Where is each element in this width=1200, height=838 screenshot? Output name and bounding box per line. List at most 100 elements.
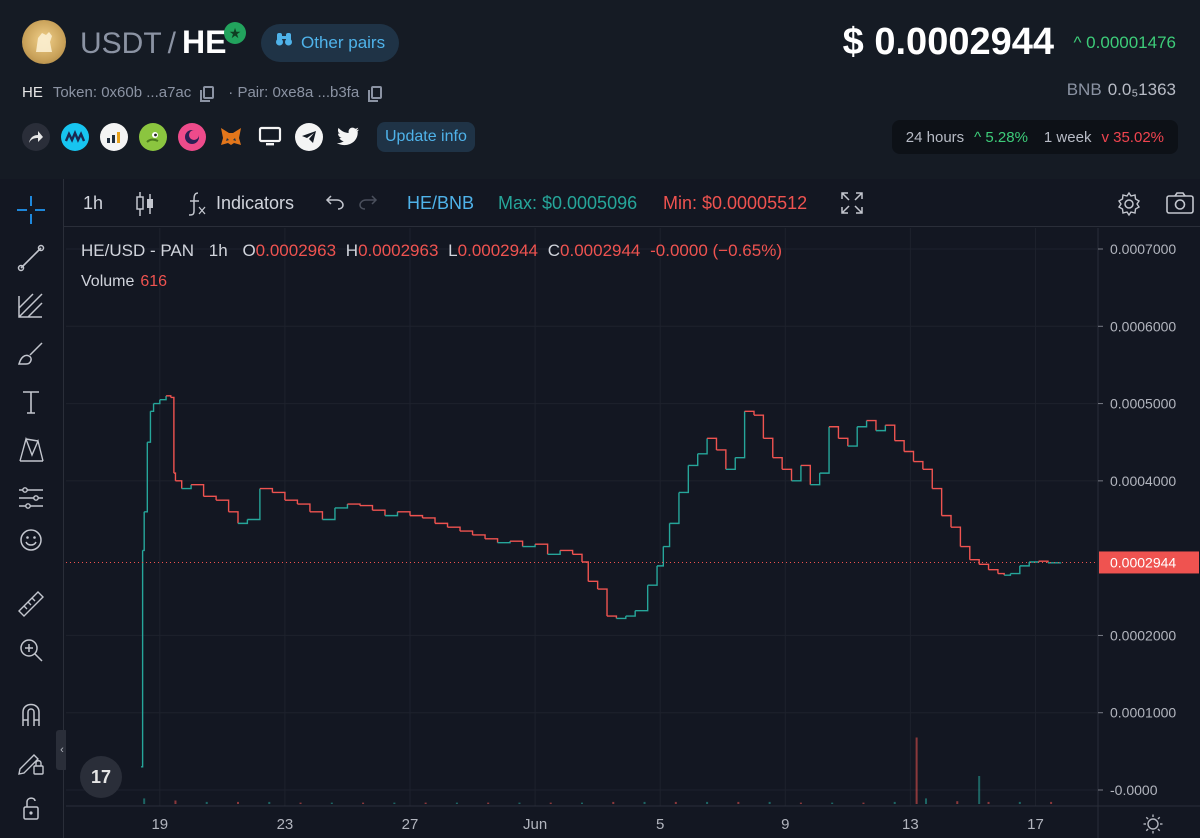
favorite-star-icon[interactable]: ★ xyxy=(224,22,246,44)
volume-bar xyxy=(487,802,490,804)
price-segment xyxy=(359,504,374,511)
pair-address: · Pair: 0xe8a ...b3fa xyxy=(228,84,360,101)
price-segment xyxy=(170,396,175,474)
pair-switch-button[interactable]: HE/BNB xyxy=(407,193,475,213)
other-pairs-button[interactable]: Other pairs xyxy=(261,24,400,62)
price-segment xyxy=(272,491,286,501)
coinmarketcap-icon[interactable] xyxy=(61,123,89,151)
copy-token-icon[interactable] xyxy=(200,86,215,102)
volume-bar xyxy=(424,802,427,804)
zoom-in-icon[interactable] xyxy=(14,633,48,667)
price-segment xyxy=(951,526,962,547)
camera-icon[interactable] xyxy=(1165,191,1195,221)
smiley-tool-icon[interactable] xyxy=(14,523,48,557)
price-segment xyxy=(988,569,999,574)
lock-drawing-icon[interactable] xyxy=(14,745,48,779)
price-segment xyxy=(735,411,746,459)
telegram-icon[interactable] xyxy=(295,123,323,151)
price-segment xyxy=(857,420,868,428)
price-segment xyxy=(616,616,627,620)
chart-canvas[interactable]: 0.0002944 0.0007000 0.0006000 0.0005000 0.00… xyxy=(66,228,1200,838)
undo-icon[interactable] xyxy=(323,191,345,219)
price-segment xyxy=(410,514,424,518)
indicators-button[interactable]: Indicators xyxy=(216,193,295,213)
price-segment xyxy=(1010,565,1021,575)
desktop-icon[interactable] xyxy=(256,123,284,151)
copy-pair-icon[interactable] xyxy=(368,86,383,102)
prediction-tool-icon[interactable] xyxy=(14,481,48,515)
metamask-icon[interactable] xyxy=(217,123,245,151)
volume-bar xyxy=(143,798,146,804)
current-price: $ 0.0002944 xyxy=(842,21,1054,63)
coingecko-icon[interactable] xyxy=(139,123,167,151)
interval-button[interactable]: 1h xyxy=(83,193,104,213)
settings-gear-icon[interactable] xyxy=(1116,191,1142,223)
crosshair-tool-icon[interactable] xyxy=(14,193,48,227)
chart-stats-icon[interactable] xyxy=(100,123,128,151)
price-segment xyxy=(725,457,736,470)
volume-bar xyxy=(299,802,302,804)
price-segment xyxy=(460,530,474,535)
volume-bar xyxy=(799,802,802,804)
price-chart[interactable]: 0.0002944 0.0007000 0.0006000 0.0005000 0.00… xyxy=(66,228,1200,838)
update-info-button[interactable]: Update info xyxy=(377,122,475,152)
price-segment xyxy=(997,572,1005,576)
magnet-icon[interactable] xyxy=(14,697,48,731)
volume-bar xyxy=(581,802,583,804)
price-segment xyxy=(829,426,840,439)
ruler-tool-icon[interactable] xyxy=(14,587,48,621)
text-tool-icon[interactable] xyxy=(14,385,48,419)
tradingview-logo[interactable]: 17 xyxy=(80,756,122,798)
token-header: USDT / HE ★ Other pairs $ 0.0002944 ^ 0.00… xyxy=(0,0,1200,179)
axis-settings-icon[interactable] xyxy=(1143,814,1163,834)
moon-icon[interactable] xyxy=(178,123,206,151)
share-icon[interactable] xyxy=(22,123,50,151)
x-tick-label: 23 xyxy=(277,816,294,833)
y-tick-label: 0.0007000 xyxy=(1110,241,1176,257)
price-segment xyxy=(625,610,636,617)
volume-label: Volume xyxy=(81,273,135,290)
current-price-tag xyxy=(1099,551,1199,574)
candles-type-icon[interactable] xyxy=(134,191,156,223)
price-segment xyxy=(1004,573,1012,576)
x-tick-label: 5 xyxy=(656,816,664,833)
price-segment xyxy=(894,439,905,452)
fib-tool-icon[interactable] xyxy=(14,289,48,323)
token-symbol: HE xyxy=(22,84,43,101)
volume-bar xyxy=(330,802,333,804)
price-segment xyxy=(560,549,574,555)
collapse-toolbar-icon[interactable]: ‹ xyxy=(56,730,68,770)
drawing-toolbar xyxy=(0,179,64,838)
period-stats: 24 hours ^ 5.28% 1 week v 35.02% xyxy=(891,120,1178,154)
y-tick-label: -0.0000 xyxy=(1110,782,1158,798)
volume-bar xyxy=(893,801,896,804)
y-tick-label: 0.0001000 xyxy=(1110,705,1176,721)
price-segment xyxy=(144,442,149,513)
social-links: Update info xyxy=(22,122,475,152)
volume-bar xyxy=(362,802,365,804)
legend-o-label: O xyxy=(242,241,256,260)
chart-toolbar: 1h Indicators HE/BNB Max: $0.0005096 Min… xyxy=(64,179,1200,227)
ohlc-legend: HE/USD - PAN 1h O0.0002963 H0.0002963 L0… xyxy=(81,241,782,261)
price-segment xyxy=(159,395,167,401)
price-segment xyxy=(173,472,177,481)
price-segment xyxy=(754,414,765,439)
redo-icon[interactable] xyxy=(358,191,380,219)
fullscreen-icon[interactable] xyxy=(840,191,864,221)
price-segment xyxy=(922,468,933,489)
pattern-tool-icon[interactable] xyxy=(14,433,48,467)
price-segment xyxy=(1029,561,1040,563)
volume-bar xyxy=(737,801,740,804)
volume-bar xyxy=(205,801,208,804)
twitter-icon[interactable] xyxy=(334,123,362,151)
price-segment xyxy=(663,523,671,548)
volume-bar xyxy=(643,801,646,804)
x-tick-label: 17 xyxy=(1027,816,1044,833)
max-price-label: Max: $0.0005096 xyxy=(498,193,638,213)
unlock-icon[interactable] xyxy=(14,791,48,825)
trendline-tool-icon[interactable] xyxy=(14,241,48,275)
bnb-label: BNB xyxy=(1066,80,1102,99)
price-segment xyxy=(203,495,217,501)
indicators-icon[interactable] xyxy=(186,191,208,223)
brush-tool-icon[interactable] xyxy=(14,337,48,371)
